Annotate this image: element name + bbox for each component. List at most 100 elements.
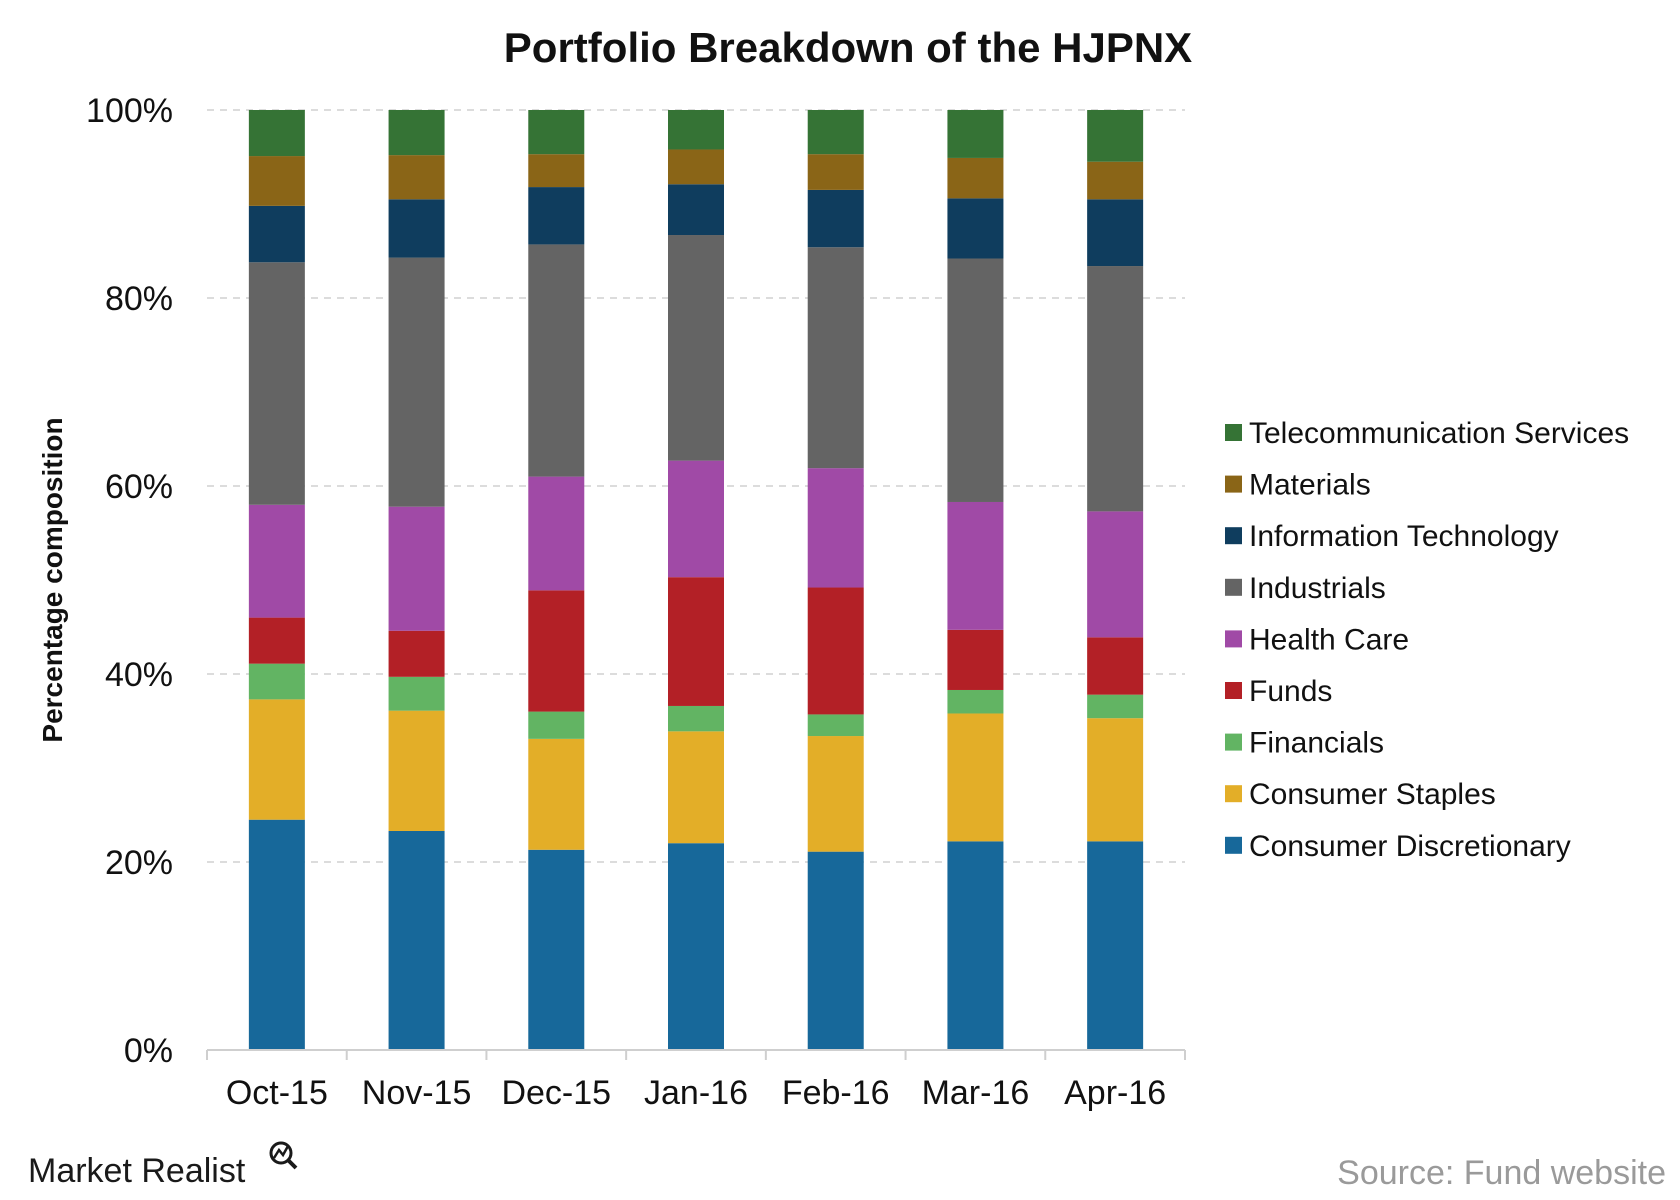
bar-segment <box>947 501 1004 630</box>
y-tick-label: 0% <box>124 1032 173 1070</box>
legend-item: Industrials <box>1225 572 1386 605</box>
y-axis-ticks: 0% 20% 40% 60% 80% 100% <box>86 92 173 1070</box>
bar-segment <box>528 590 585 712</box>
x-tick-label: Apr-16 <box>1064 1074 1166 1112</box>
legend-item: Materials <box>1225 469 1371 502</box>
bar-segment <box>947 629 1004 690</box>
bar-segment <box>248 110 305 157</box>
y-tick-label: 20% <box>105 844 173 882</box>
bar-segment <box>807 468 864 588</box>
bar-segment <box>248 617 305 664</box>
x-tick-label: Feb-16 <box>782 1074 890 1112</box>
bar-segment <box>947 841 1004 1050</box>
legend: Telecommunication Services Materials Infor… <box>1225 417 1629 863</box>
bar-segment <box>807 736 864 852</box>
legend-swatch <box>1225 424 1242 441</box>
x-tick-label: Nov-15 <box>362 1074 472 1112</box>
bar-segment <box>248 262 305 505</box>
bar-segment <box>668 235 724 461</box>
bars <box>248 110 1144 1050</box>
bar-segment <box>947 198 1004 259</box>
legend-item: Information Technology <box>1225 520 1559 553</box>
bar-segment <box>388 710 445 831</box>
bar-segment <box>1087 110 1144 162</box>
bar-segment <box>528 110 585 155</box>
bar-segment <box>807 154 864 190</box>
x-tick-label: Jan-16 <box>644 1074 748 1112</box>
bar-segment <box>248 504 305 618</box>
legend-label: Consumer Staples <box>1249 778 1496 811</box>
legend-item: Consumer Discretionary <box>1225 830 1571 863</box>
x-tick-label: Dec-15 <box>501 1074 611 1112</box>
bar-segment <box>248 819 305 1050</box>
bar-segment <box>388 676 445 711</box>
bar-segment <box>947 689 1004 714</box>
magnifier-icon <box>269 1141 298 1170</box>
bar-segment <box>1087 266 1144 512</box>
legend-item: Financials <box>1225 727 1384 760</box>
bar-segment <box>388 155 445 200</box>
legend-swatch <box>1225 836 1242 854</box>
legend-swatch <box>1225 733 1242 751</box>
bar-segment <box>388 110 445 156</box>
legend-label: Financials <box>1249 727 1384 760</box>
bar-stack <box>668 110 724 1050</box>
bar-segment <box>1087 718 1144 842</box>
bar-segment <box>668 149 724 185</box>
legend-label: Information Technology <box>1249 520 1559 553</box>
x-axis-ticks: Oct-15 Nov-15 Dec-15 Jan-16 Feb-16 Mar-16 Apr-… <box>226 1074 1166 1112</box>
bar-segment <box>807 851 864 1050</box>
bar-stack <box>248 110 305 1050</box>
y-tick-label: 80% <box>105 280 173 318</box>
bar-segment <box>528 711 585 739</box>
bar-segment <box>248 663 305 700</box>
bar-segment <box>807 189 864 248</box>
bar-segment <box>947 157 1004 199</box>
bar-stack <box>947 110 1004 1050</box>
legend-item: Telecommunication Services <box>1225 417 1629 450</box>
bar-segment <box>528 244 585 477</box>
legend-swatch <box>1225 527 1242 545</box>
legend-label: Materials <box>1249 469 1371 502</box>
bar-segment <box>388 199 445 258</box>
bar-segment <box>248 156 305 206</box>
bar-segment <box>668 110 724 150</box>
legend-label: Health Care <box>1249 623 1409 656</box>
bar-segment <box>388 257 445 507</box>
bar-segment <box>528 476 585 591</box>
chart-title: Portfolio Breakdown of the HJPNX <box>504 24 1192 71</box>
bar-segment <box>668 577 724 706</box>
bar-segment <box>248 205 305 263</box>
bar-segment <box>528 154 585 188</box>
x-tick-label: Oct-15 <box>226 1074 328 1112</box>
legend-label: Industrials <box>1249 572 1386 605</box>
bar-segment <box>947 258 1004 502</box>
bar-segment <box>947 713 1004 842</box>
bar-segment <box>947 110 1004 158</box>
legend-swatch <box>1225 785 1242 803</box>
bar-segment <box>807 587 864 715</box>
bar-segment <box>1087 199 1144 267</box>
bar-segment <box>388 506 445 631</box>
legend-item: Funds <box>1225 675 1332 708</box>
x-tick-label: Mar-16 <box>922 1074 1030 1112</box>
gridlines <box>207 109 1185 863</box>
bar-segment <box>1087 637 1144 695</box>
bar-segment <box>1087 161 1144 200</box>
bar-segment <box>528 738 585 850</box>
bar-segment <box>528 849 585 1050</box>
brand-name: Market Realist <box>28 1152 246 1190</box>
bar-segment <box>1087 511 1144 638</box>
bar-segment <box>1087 841 1144 1050</box>
legend-item: Health Care <box>1225 623 1409 656</box>
bar-segment <box>807 714 864 737</box>
bar-segment <box>388 830 445 1050</box>
y-tick-label: 40% <box>105 656 173 694</box>
legend-label: Telecommunication Services <box>1249 417 1629 450</box>
legend-item: Consumer Staples <box>1225 778 1496 811</box>
source-note: Source: Fund website <box>1337 1154 1666 1192</box>
bar-segment <box>807 247 864 469</box>
bar-segment <box>528 187 585 245</box>
bar-stack <box>1087 110 1144 1050</box>
